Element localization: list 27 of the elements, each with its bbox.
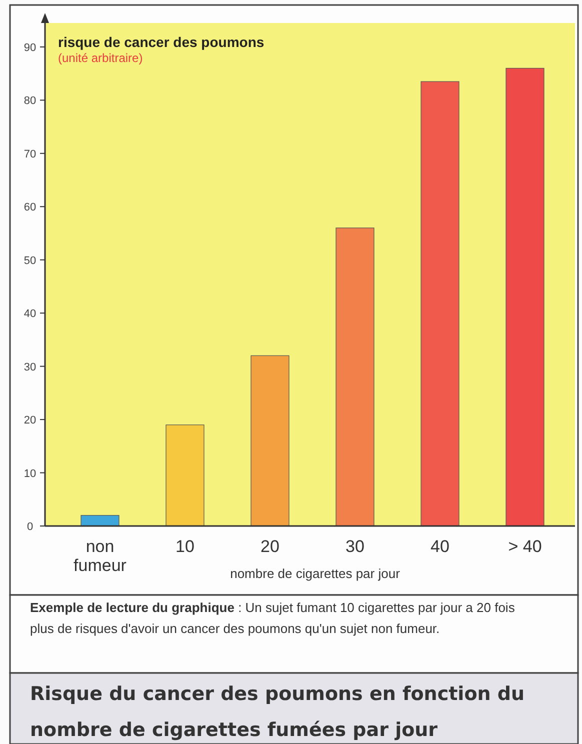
y-tick-label: 70 <box>24 148 36 160</box>
y-tick-label: 20 <box>24 414 36 427</box>
x-tick-label: 10 <box>176 537 194 556</box>
bar <box>80 515 120 526</box>
y-tick-label: 10 <box>24 468 36 480</box>
y-tick-label: 0 <box>26 521 34 533</box>
y-tick-label: 90 <box>24 42 36 54</box>
bar <box>166 424 204 526</box>
x-tick-label: 20 <box>260 537 280 556</box>
x-tick-label: > 40 <box>508 537 542 556</box>
bar <box>336 228 374 526</box>
y-tick-label: 60 <box>24 202 36 214</box>
y-tick-label: 50 <box>24 254 36 267</box>
y-tick-label: 30 <box>24 361 36 374</box>
y-axis-title: risque de cancer des poumons <box>58 34 264 50</box>
y-tick-label: 40 <box>24 308 36 320</box>
x-tick-label: non fumeur <box>74 537 127 575</box>
x-tick-label: 30 <box>346 537 364 556</box>
y-tick-label: 80 <box>24 95 36 108</box>
x-tick-label: 40 <box>430 537 450 556</box>
text: Risque du cancer des poumons en fonction du nombre de cigarettes fumées par jour <box>30 683 525 741</box>
bar <box>420 81 460 526</box>
text: Exemple de lecture du graphique : Un sujet fumant 10 cigarettes par jour a 20 fois plus de risques d'avoir un cancer des poumons qu'un sujet non fumeur. <box>30 600 516 636</box>
bar <box>250 355 290 526</box>
bar <box>506 68 544 526</box>
annotation: (unité arbitraire) <box>58 51 143 65</box>
x-axis-title: nombre de cigarettes par jour <box>230 566 401 581</box>
